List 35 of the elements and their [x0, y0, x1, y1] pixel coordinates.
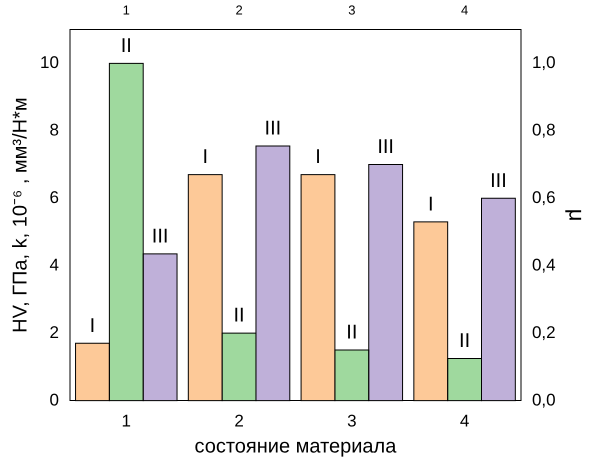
text: III — [264, 117, 282, 140]
y-tick-label: 0 — [49, 390, 59, 410]
y2-tick-label: 0,8 — [532, 120, 556, 140]
x-tick-label: 4 — [460, 411, 470, 430]
category-label: 1 — [122, 2, 130, 18]
y2-tick-label: 0,2 — [532, 322, 556, 342]
x-tick-label: 3 — [347, 411, 357, 430]
text: II — [459, 330, 470, 352]
y2-tick-label: 1,0 — [532, 53, 556, 72]
text: I — [90, 314, 96, 337]
y-tick-label: 6 — [49, 188, 59, 207]
text: II — [346, 322, 358, 344]
series-label: I — [202, 146, 208, 168]
category-label: 3 — [348, 2, 356, 18]
y2-tick-label: 0,4 — [532, 255, 556, 274]
y-tick-label: 10 — [40, 53, 59, 72]
series-label: II — [233, 304, 245, 327]
series-label: III — [152, 225, 168, 248]
category-label: 2 — [235, 2, 243, 18]
category-label: 4 — [460, 2, 468, 18]
y2-tick-label: 0,0 — [532, 390, 556, 410]
text: II — [120, 34, 132, 57]
y2-tick-label: 0,6 — [532, 188, 556, 207]
y-tick-label: 2 — [49, 322, 59, 342]
x-tick-label: 1 — [122, 411, 132, 430]
text: III — [377, 136, 394, 158]
text: I — [428, 193, 434, 216]
text: III — [490, 170, 507, 192]
text: I — [315, 146, 321, 168]
x-axis-title: состояние материала — [194, 436, 398, 458]
x-tick-label: 2 — [234, 411, 244, 430]
y-axis-title: HV, ГПа, k, 10⁻⁶ , мм³/Н*м — [10, 97, 32, 333]
y-tick-label: 4 — [49, 255, 59, 274]
y-tick-label: 8 — [49, 120, 59, 140]
y2-axis-title: μ — [564, 208, 590, 222]
